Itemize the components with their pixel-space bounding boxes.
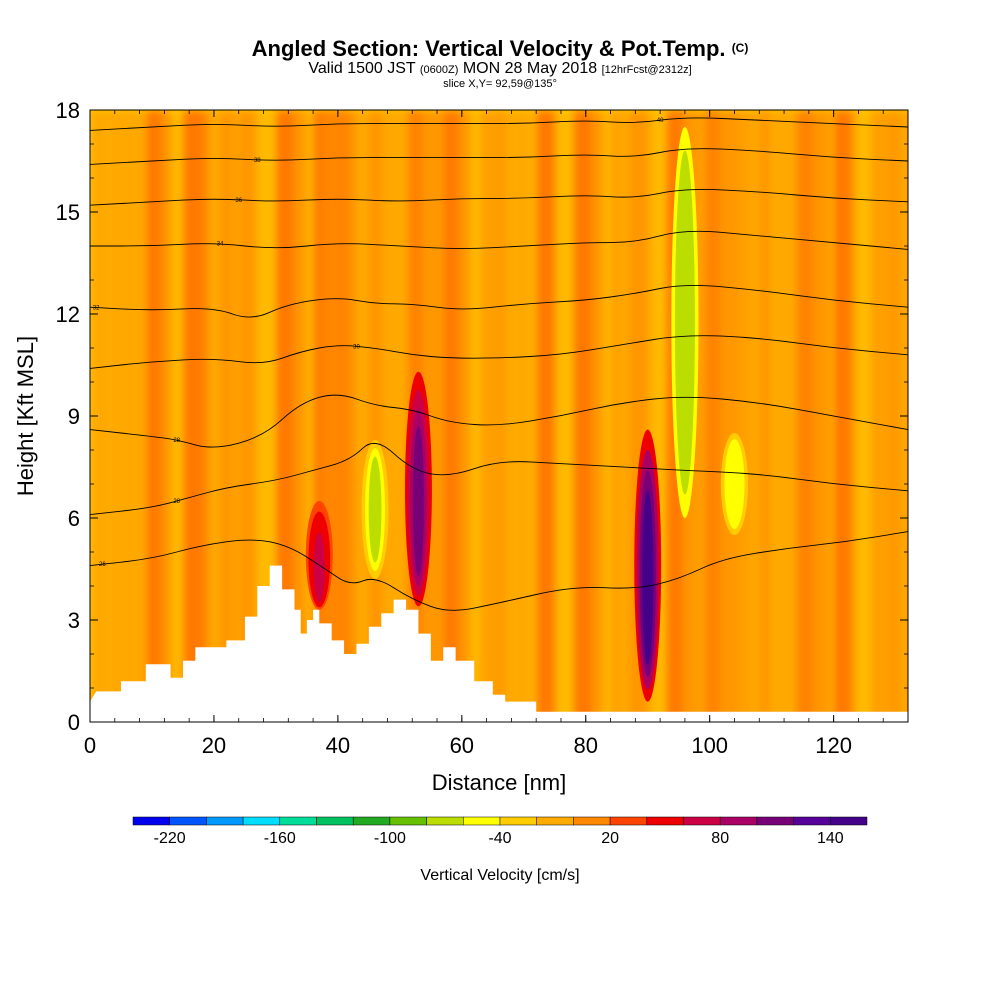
- colorbar-swatch: [756, 816, 794, 826]
- field-streak: [387, 110, 408, 722]
- y-tick-label: 15: [56, 200, 80, 225]
- field-streak: [833, 110, 856, 722]
- y-tick-label: 6: [68, 506, 80, 531]
- colorbar-label: -40: [488, 830, 511, 847]
- colorbar-label: 20: [601, 830, 619, 847]
- field-streak: [889, 110, 908, 722]
- isentrope-label: 32: [93, 306, 100, 312]
- colorbar-swatch: [830, 816, 868, 826]
- x-tick-label: 120: [815, 733, 852, 758]
- y-tick-label: 3: [68, 608, 80, 633]
- field-streak: [90, 110, 109, 722]
- colorbar-label: 80: [711, 830, 729, 847]
- terrain-shape: [90, 565, 908, 722]
- x-tick-label: 80: [574, 733, 598, 758]
- colorbar-swatch: [206, 816, 244, 826]
- updraft-band: [412, 426, 425, 577]
- colorbar-swatch: [389, 816, 427, 826]
- field-texture: [90, 110, 945, 722]
- colorbar-swatch: [646, 816, 684, 826]
- x-tick-label: 100: [691, 733, 728, 758]
- colorbar-swatch: [499, 816, 537, 826]
- isentrope-label: 36: [235, 198, 242, 204]
- colorbar-swatch: [793, 816, 831, 826]
- isentrope-line: [90, 117, 908, 131]
- field-streak: [908, 110, 945, 722]
- colorbar-label: -160: [264, 830, 296, 847]
- colorbar-swatch: [683, 816, 721, 826]
- slice-info: slice X,Y= 92,59@135°: [443, 78, 557, 90]
- isentrope-line: [90, 148, 908, 165]
- chart-title: Angled Section: Vertical Velocity & Pot.…: [251, 36, 749, 61]
- y-tick-label: 18: [56, 98, 80, 123]
- field-streak: [238, 110, 259, 722]
- colorbar-swatch: [463, 816, 501, 826]
- isentrope-contours: 26 28 28 30 32 34 36 38 40: [90, 117, 908, 611]
- isentrope-label: 30: [353, 344, 360, 350]
- isentrope-label: 28: [173, 438, 180, 444]
- isentrope-line: [90, 284, 908, 318]
- colorbar-swatch: [573, 816, 611, 826]
- isentrope-line: [90, 230, 908, 250]
- colorbar-swatch: [609, 816, 648, 826]
- chart-subtitle: Valid 1500 JST (0600Z) MON 28 May 2018 […: [308, 60, 692, 77]
- isentrope-label: 34: [217, 241, 224, 247]
- y-tick-label: 9: [68, 404, 80, 429]
- isentrope-line: [90, 442, 908, 516]
- updraft-band: [642, 490, 654, 665]
- x-tick-label: 0: [84, 733, 96, 758]
- y-axis-label: Height [Kft MSL]: [13, 336, 38, 496]
- colorbar-swatch: [426, 816, 464, 826]
- colorbar-title: Vertical Velocity [cm/s]: [420, 867, 579, 884]
- colorbar: -220 -160 -100 -40 20 80 140: [132, 816, 868, 847]
- isentrope-label: 40: [657, 118, 664, 124]
- colorbar-swatch: [316, 816, 354, 826]
- downdraft-core: [720, 433, 749, 535]
- x-tick-label: 40: [326, 733, 350, 758]
- field-streak: [536, 110, 558, 722]
- y-tick-label: 0: [68, 710, 80, 735]
- isentrope-label: 28: [173, 499, 180, 505]
- colorbar-swatch: [536, 816, 574, 826]
- terrain-mask: [90, 565, 908, 722]
- isentrope-label: 38: [254, 158, 261, 164]
- isentrope-line: [90, 335, 908, 369]
- updraft-band: [313, 532, 325, 603]
- isentrope-line: [90, 394, 908, 448]
- updraft-core: [404, 371, 432, 607]
- colorbar-swatch: [279, 816, 317, 826]
- colorbar-label: 140: [817, 830, 844, 847]
- downdraft-band: [678, 173, 692, 472]
- field-streak: [777, 110, 801, 722]
- field-streak: [480, 110, 505, 722]
- downdraft-core: [671, 127, 699, 518]
- isentrope-line: [90, 189, 908, 206]
- velocity-field: [90, 110, 945, 722]
- colorbar-swatch: [719, 816, 758, 826]
- colorbar-label: -220: [154, 830, 186, 847]
- colorbar-label: -100: [374, 830, 406, 847]
- colorbar-swatch: [132, 816, 170, 826]
- colorbar-swatch: [169, 816, 207, 826]
- updraft-core: [305, 501, 333, 610]
- downdraft-core: [361, 439, 389, 580]
- isentrope-label: 26: [99, 562, 106, 568]
- updraft-core: [634, 429, 662, 702]
- downdraft-band: [368, 456, 382, 563]
- x-axis-label: Distance [nm]: [432, 770, 567, 795]
- x-tick-label: 20: [202, 733, 226, 758]
- isentrope-line: [90, 531, 908, 611]
- downdraft-band: [728, 445, 741, 523]
- x-tick-label: 60: [450, 733, 474, 758]
- colorbar-swatch: [352, 816, 391, 826]
- colorbar-swatch: [242, 816, 281, 826]
- y-tick-label: 12: [56, 302, 80, 327]
